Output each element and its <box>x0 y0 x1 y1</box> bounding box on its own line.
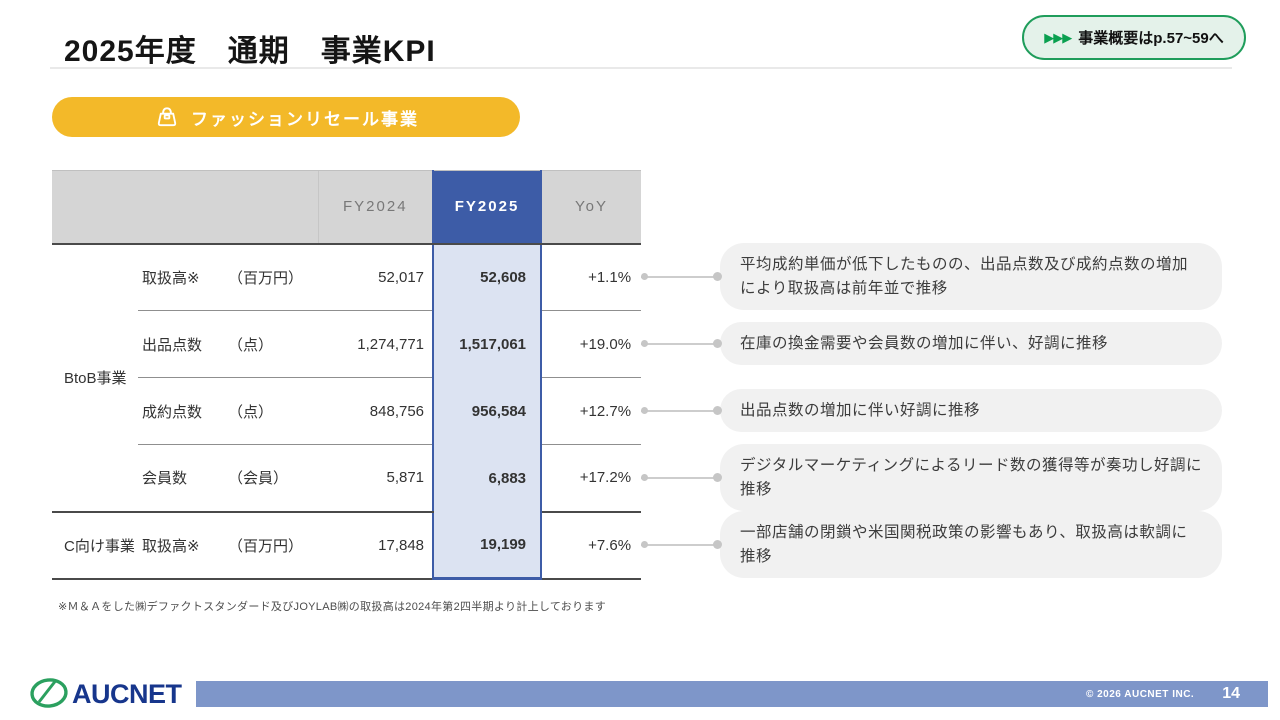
yoy-value: +19.0% <box>541 310 642 378</box>
unit-label: （点） <box>226 310 319 378</box>
page-number: 14 <box>1222 685 1240 702</box>
metric-label: 取扱高※ <box>138 243 226 311</box>
metric-label: 会員数 <box>138 444 226 513</box>
header-fy2025: FY2025 <box>432 170 543 245</box>
fy2024-value: 5,871 <box>318 444 434 513</box>
header-fy2024: FY2024 <box>317 170 434 245</box>
callout-row: 一部店舗の閉鎖や米国関税政策の影響もあり、取扱高は軟調に推移 <box>641 511 1222 578</box>
metric-label: 成約点数 <box>138 377 226 445</box>
metric-label: 取扱高※ <box>138 511 226 580</box>
table-header-row: FY2024 FY2025 YoY <box>52 170 642 245</box>
title-divider <box>50 67 1232 69</box>
logo-ellipse-icon <box>30 678 68 708</box>
logo-text: AUCNET <box>72 679 183 709</box>
fashion-resale-badge: ファッションリセール事業 <box>52 97 520 137</box>
group-cell-ctoc: C向け事業 <box>52 511 138 580</box>
fy2025-value: 1,517,061 <box>432 310 543 378</box>
table-row-listed-items: 出品点数 （点） 1,274,771 1,517,061 +19.0% <box>52 310 642 378</box>
fy2024-value: 17,848 <box>318 511 434 580</box>
fy2024-value: 848,756 <box>318 377 434 445</box>
callout-connector <box>641 473 722 482</box>
callout-bubble: 出品点数の増加に伴い好調に推移 <box>720 388 1222 433</box>
page-title: 2025年度 通期 事業KPI <box>64 35 436 68</box>
fy2024-value: 1,274,771 <box>318 310 434 378</box>
callout-row: 在庫の換金需要や会員数の増加に伴い、好調に推移 <box>641 310 1222 377</box>
metric-label: 出品点数 <box>138 310 226 378</box>
unit-label: （百万円） <box>226 511 319 580</box>
callout-row: デジタルマーケティングによるリード数の獲得等が奏功し好調に推移 <box>641 444 1222 511</box>
triple-arrow-icon: ▶▶▶ <box>1044 30 1072 45</box>
yoy-value: +12.7% <box>541 377 642 445</box>
business-overview-link[interactable]: ▶▶▶ 事業概要はp.57~59へ <box>1022 15 1246 60</box>
callout-connector <box>641 406 722 415</box>
callout-bubble: 平均成約単価が低下したものの、出品点数及び成約点数の増加により取扱高は前年並で推… <box>720 243 1222 310</box>
header-empty <box>52 170 319 245</box>
callout-connector <box>641 540 722 549</box>
callout-connector <box>641 339 722 348</box>
table-row-gmv-ctoc: C向け事業 取扱高※ （百万円） 17,848 19,199 +7.6% <box>52 511 642 580</box>
table-row-gmv-btob: BtoB事業 取扱高※ （百万円） 52,017 52,608 +1.1% <box>52 243 642 513</box>
header-yoy: YoY <box>540 170 642 245</box>
table-row-sold-items: 成約点数 （点） 848,756 956,584 +12.7% <box>52 377 642 445</box>
aucnet-logo: AUCNET <box>28 672 198 717</box>
fy2025-value: 52,608 <box>432 243 543 311</box>
fy2025-value: 6,883 <box>432 444 543 512</box>
callout-row: 平均成約単価が低下したものの、出品点数及び成約点数の増加により取扱高は前年並で推… <box>641 243 1222 310</box>
yoy-value: +7.6% <box>541 511 642 580</box>
badge-label: ファッションリセール事業 <box>191 109 419 129</box>
callout-connector <box>641 272 722 281</box>
yoy-value: +1.1% <box>541 243 642 311</box>
handbag-icon <box>153 103 181 131</box>
nav-button-label: 事業概要はp.57~59へ <box>1078 30 1224 47</box>
callout-row: 出品点数の増加に伴い好調に推移 <box>641 377 1222 444</box>
footer-bar: © 2026 AUCNET INC. 14 <box>196 681 1268 707</box>
footnote: ※Ｍ＆Ａをした㈱デファクトスタンダード及びJOYLAB㈱の取扱高は2024年第2… <box>58 601 607 613</box>
callout-bubble: 在庫の換金需要や会員数の増加に伴い、好調に推移 <box>720 321 1222 366</box>
kpi-table: FY2024 FY2025 YoY BtoB事業 取扱高※ （百万円） 52,0… <box>52 170 642 580</box>
unit-label: （会員） <box>226 444 319 513</box>
callout-panel: 平均成約単価が低下したものの、出品点数及び成約点数の増加により取扱高は前年並で推… <box>641 243 1222 578</box>
callout-bubble: デジタルマーケティングによるリード数の獲得等が奏功し好調に推移 <box>720 444 1222 511</box>
group-cell-btob: BtoB事業 <box>52 243 138 513</box>
fy2025-value: 19,199 <box>432 511 543 580</box>
callout-bubble: 一部店舗の閉鎖や米国関税政策の影響もあり、取扱高は軟調に推移 <box>720 511 1222 578</box>
unit-label: （点） <box>226 377 319 445</box>
unit-label: （百万円） <box>226 243 319 311</box>
fy2024-value: 52,017 <box>318 243 434 311</box>
yoy-value: +17.2% <box>541 444 642 513</box>
fy2025-value: 956,584 <box>432 377 543 445</box>
copyright: © 2026 AUCNET INC. <box>1085 688 1195 700</box>
table-row-members: 会員数 （会員） 5,871 6,883 +17.2% <box>52 444 642 513</box>
